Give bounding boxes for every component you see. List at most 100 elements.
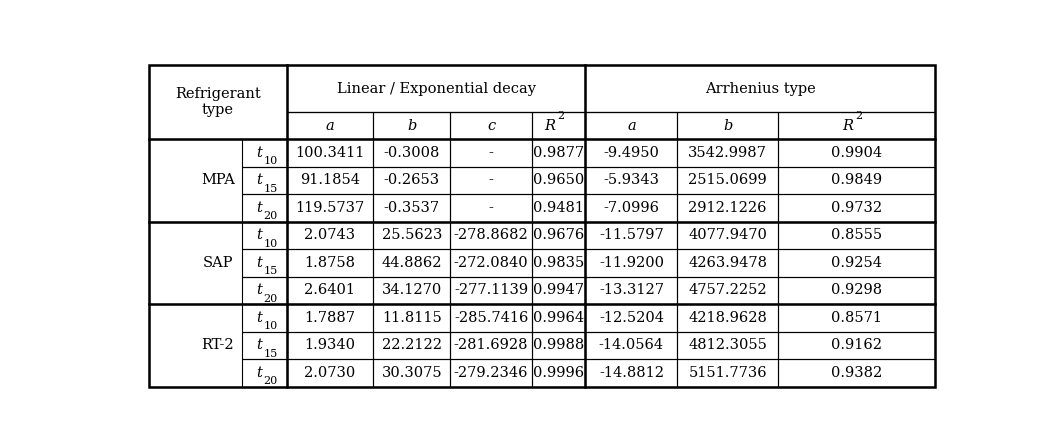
Text: -: - — [488, 146, 493, 160]
Text: -13.3127: -13.3127 — [598, 283, 664, 297]
Bar — [287, 194, 373, 222]
Text: 1.8758: 1.8758 — [304, 256, 356, 270]
Text: t: t — [256, 201, 261, 215]
Bar — [149, 304, 287, 387]
Bar — [778, 112, 936, 139]
Bar — [450, 249, 532, 277]
Bar — [586, 277, 677, 304]
Text: 0.9676: 0.9676 — [533, 228, 585, 242]
Text: a: a — [627, 119, 636, 132]
Bar — [287, 359, 373, 387]
Text: 2: 2 — [855, 111, 862, 121]
Bar — [287, 277, 373, 304]
Bar — [149, 222, 287, 304]
Bar — [373, 304, 450, 332]
Bar — [677, 166, 778, 194]
Text: 0.9298: 0.9298 — [831, 283, 882, 297]
Bar — [450, 277, 532, 304]
Text: 15: 15 — [264, 349, 278, 359]
Bar — [373, 194, 450, 222]
Bar — [287, 112, 373, 139]
Text: a: a — [326, 119, 334, 132]
Text: 34.1270: 34.1270 — [381, 283, 442, 297]
Text: 91.1854: 91.1854 — [300, 174, 360, 187]
Text: -0.3008: -0.3008 — [383, 146, 440, 160]
Text: 20: 20 — [264, 377, 278, 386]
Bar — [450, 222, 532, 249]
Bar — [778, 277, 936, 304]
Bar — [778, 359, 936, 387]
Text: -0.3537: -0.3537 — [383, 201, 440, 215]
Text: 0.9849: 0.9849 — [831, 174, 882, 187]
Bar — [450, 139, 532, 166]
Text: 0.9877: 0.9877 — [533, 146, 584, 160]
Bar — [242, 139, 287, 166]
Bar — [242, 359, 287, 387]
Text: t: t — [256, 146, 261, 160]
Text: 0.9964: 0.9964 — [533, 311, 584, 325]
Text: 2515.0699: 2515.0699 — [689, 174, 768, 187]
Text: 0.9382: 0.9382 — [831, 366, 882, 380]
Text: 2.6401: 2.6401 — [304, 283, 356, 297]
Text: 0.9481: 0.9481 — [533, 201, 584, 215]
Text: 20: 20 — [264, 294, 278, 304]
Text: 10: 10 — [264, 156, 278, 166]
Bar — [677, 359, 778, 387]
Text: Linear / Exponential decay: Linear / Exponential decay — [337, 82, 536, 95]
Text: MPA: MPA — [201, 174, 235, 187]
Text: 22.2122: 22.2122 — [382, 338, 442, 353]
Bar — [373, 139, 450, 166]
Bar — [532, 277, 586, 304]
Bar — [677, 249, 778, 277]
Text: t: t — [256, 256, 261, 270]
Text: RT-2: RT-2 — [202, 338, 234, 353]
Text: 4757.2252: 4757.2252 — [689, 283, 766, 297]
Text: -281.6928: -281.6928 — [454, 338, 528, 353]
Text: 2912.1226: 2912.1226 — [689, 201, 766, 215]
Bar — [242, 249, 287, 277]
Text: Refrigerant
type: Refrigerant type — [175, 87, 260, 117]
Text: 4812.3055: 4812.3055 — [688, 338, 768, 353]
Bar — [677, 194, 778, 222]
Bar — [778, 139, 936, 166]
Text: 119.5737: 119.5737 — [295, 201, 364, 215]
Bar — [677, 112, 778, 139]
Text: 0.8571: 0.8571 — [832, 311, 882, 325]
Text: 11.8115: 11.8115 — [382, 311, 442, 325]
Text: 3542.9987: 3542.9987 — [688, 146, 768, 160]
Bar — [532, 249, 586, 277]
Text: t: t — [256, 338, 261, 353]
Bar — [149, 65, 287, 139]
Text: -11.9200: -11.9200 — [598, 256, 664, 270]
Bar — [677, 139, 778, 166]
Text: -12.5204: -12.5204 — [598, 311, 664, 325]
Text: R: R — [545, 119, 555, 132]
Text: 4263.9478: 4263.9478 — [688, 256, 768, 270]
Bar — [586, 112, 677, 139]
Text: t: t — [256, 311, 261, 325]
Bar — [778, 304, 936, 332]
Bar — [242, 222, 287, 249]
Bar — [287, 332, 373, 359]
Text: 5151.7736: 5151.7736 — [689, 366, 766, 380]
Bar — [778, 166, 936, 194]
Text: 15: 15 — [264, 184, 278, 194]
Text: 0.9904: 0.9904 — [831, 146, 882, 160]
Text: 0.9988: 0.9988 — [533, 338, 585, 353]
Text: -5.9343: -5.9343 — [604, 174, 659, 187]
Bar — [532, 166, 586, 194]
Bar — [242, 166, 287, 194]
Bar — [450, 359, 532, 387]
Bar — [532, 304, 586, 332]
Bar — [778, 332, 936, 359]
Bar — [586, 304, 677, 332]
Text: -: - — [488, 174, 493, 187]
Text: -277.1139: -277.1139 — [454, 283, 528, 297]
Text: -0.2653: -0.2653 — [383, 174, 440, 187]
Text: 4218.9628: 4218.9628 — [688, 311, 768, 325]
Text: 15: 15 — [264, 266, 278, 277]
Bar — [586, 359, 677, 387]
Text: -14.0564: -14.0564 — [598, 338, 664, 353]
Bar — [586, 222, 677, 249]
Bar — [532, 112, 586, 139]
